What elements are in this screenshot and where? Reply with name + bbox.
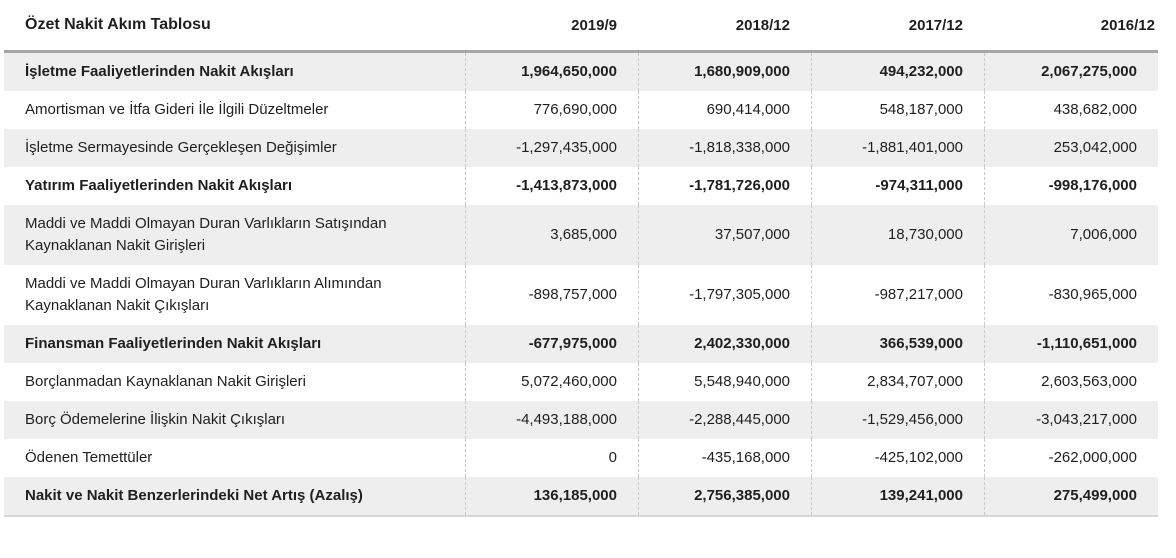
cell-value: -435,168,000 <box>638 439 811 477</box>
cell-value: 366,539,000 <box>811 325 984 363</box>
column-header-2018-12: 2018/12 <box>735 16 790 34</box>
cell-value: 776,690,000 <box>465 91 638 129</box>
row-label: Borç Ödemelerine İlişkin Nakit Çıkışları <box>25 411 286 428</box>
cell-value: -987,217,000 <box>811 265 984 325</box>
row-label: İşletme Sermayesinde Gerçekleşen Değişim… <box>25 139 337 156</box>
table-body: İşletme Faaliyetlerinden Nakit Akışları … <box>4 50 1158 517</box>
cell-value: -3,043,217,000 <box>984 401 1158 439</box>
cell-value: 2,402,330,000 <box>638 325 811 363</box>
cell-value: 5,548,940,000 <box>638 363 811 401</box>
cell-value: -830,965,000 <box>984 265 1158 325</box>
cell-value: 18,730,000 <box>811 205 984 265</box>
cell-value: 2,603,563,000 <box>984 363 1158 401</box>
cell-value: 136,185,000 <box>465 477 638 515</box>
cell-value: 548,187,000 <box>811 91 984 129</box>
table-row: Amortisman ve İtfa Gideri İle İlgili Düz… <box>4 91 1158 129</box>
cell-value: -1,818,338,000 <box>638 129 811 167</box>
cell-value: -974,311,000 <box>811 167 984 205</box>
cell-value: -677,975,000 <box>465 325 638 363</box>
cell-value: 5,072,460,000 <box>465 363 638 401</box>
cell-value: -4,493,188,000 <box>465 401 638 439</box>
row-label: İşletme Faaliyetlerinden Nakit Akışları <box>25 63 294 80</box>
table-row: İşletme Sermayesinde Gerçekleşen Değişim… <box>4 129 1158 167</box>
column-header-2017-12: 2017/12 <box>908 16 963 34</box>
table-row: Nakit ve Nakit Benzerlerindeki Net Artış… <box>4 477 1158 515</box>
cell-value: -2,288,445,000 <box>638 401 811 439</box>
row-label: Yatırım Faaliyetlerinden Nakit Akışları <box>25 177 293 194</box>
table-header-row: Özet Nakit Akım Tablosu 2019/9 2018/12 2… <box>4 0 1158 50</box>
cell-value: 253,042,000 <box>984 129 1158 167</box>
cell-value: -1,881,401,000 <box>811 129 984 167</box>
table-title: Özet Nakit Akım Tablosu <box>25 16 211 33</box>
cell-value: 438,682,000 <box>984 91 1158 129</box>
row-label: Amortisman ve İtfa Gideri İle İlgili Düz… <box>25 101 329 118</box>
table-row: Borç Ödemelerine İlişkin Nakit Çıkışları… <box>4 401 1158 439</box>
table-row: Maddi ve Maddi Olmayan Duran Varlıkların… <box>4 205 1158 265</box>
row-label: Finansman Faaliyetlerinden Nakit Akışlar… <box>25 335 322 352</box>
cell-value: -898,757,000 <box>465 265 638 325</box>
cell-value: -262,000,000 <box>984 439 1158 477</box>
row-label: Maddi ve Maddi Olmayan Duran Varlıkların… <box>25 215 387 254</box>
cell-value: 494,232,000 <box>811 53 984 91</box>
cell-value: -425,102,000 <box>811 439 984 477</box>
cell-value: 7,006,000 <box>984 205 1158 265</box>
table-row: Yatırım Faaliyetlerinden Nakit Akışları … <box>4 167 1158 205</box>
cell-value: -1,110,651,000 <box>984 325 1158 363</box>
cell-value: -1,529,456,000 <box>811 401 984 439</box>
table-row: Maddi ve Maddi Olmayan Duran Varlıkların… <box>4 265 1158 325</box>
cash-flow-summary-table: Özet Nakit Akım Tablosu 2019/9 2018/12 2… <box>4 0 1158 517</box>
cell-value: 2,834,707,000 <box>811 363 984 401</box>
cell-value: -1,781,726,000 <box>638 167 811 205</box>
cell-value: -1,797,305,000 <box>638 265 811 325</box>
column-header-2019-9: 2019/9 <box>571 16 617 34</box>
cell-value: -1,297,435,000 <box>465 129 638 167</box>
cell-value: -1,413,873,000 <box>465 167 638 205</box>
cell-value: 2,067,275,000 <box>984 53 1158 91</box>
column-header-2016-12: 2016/12 <box>1100 16 1155 34</box>
row-label: Nakit ve Nakit Benzerlerindeki Net Artış… <box>25 487 363 504</box>
row-label: Borçlanmadan Kaynaklanan Nakit Girişleri <box>25 373 306 390</box>
cell-value: 275,499,000 <box>984 477 1158 515</box>
cell-value: 690,414,000 <box>638 91 811 129</box>
cell-value: 37,507,000 <box>638 205 811 265</box>
cell-value: -998,176,000 <box>984 167 1158 205</box>
table-row: Borçlanmadan Kaynaklanan Nakit Girişleri… <box>4 363 1158 401</box>
row-label: Maddi ve Maddi Olmayan Duran Varlıkların… <box>25 275 382 314</box>
cell-value: 139,241,000 <box>811 477 984 515</box>
table-row: Ödenen Temettüler 0 -435,168,000 -425,10… <box>4 439 1158 477</box>
cell-value: 0 <box>465 439 638 477</box>
cell-value: 2,756,385,000 <box>638 477 811 515</box>
cell-value: 3,685,000 <box>465 205 638 265</box>
cell-value: 1,680,909,000 <box>638 53 811 91</box>
row-label: Ödenen Temettüler <box>25 449 153 466</box>
cell-value: 1,964,650,000 <box>465 53 638 91</box>
table-row: İşletme Faaliyetlerinden Nakit Akışları … <box>4 53 1158 91</box>
table-row: Finansman Faaliyetlerinden Nakit Akışlar… <box>4 325 1158 363</box>
